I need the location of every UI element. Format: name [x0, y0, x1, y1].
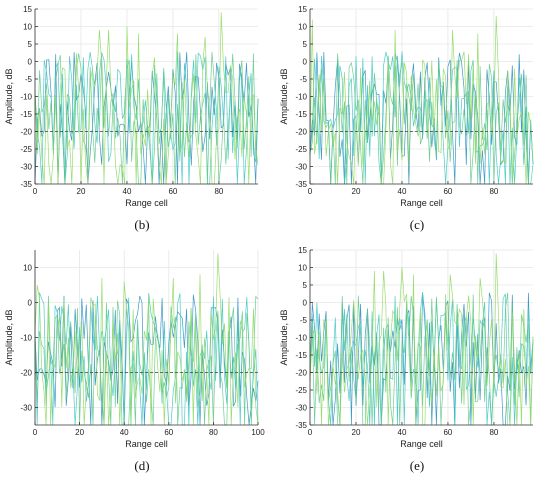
- y-tick-label: -15: [295, 110, 307, 119]
- chart-e-svg: 0 20 40 60 80 -35 -30 -25 -20 -15 -10 -5 0 5 10 15 Range…: [279, 246, 534, 449]
- x-tick-label: 60: [164, 428, 173, 437]
- y-tick-label: -30: [20, 404, 32, 413]
- series-line-4: [34, 253, 259, 426]
- x-tick-label: 60: [443, 187, 452, 196]
- y-tick-label: 5: [303, 40, 308, 49]
- y-tick-label: -20: [295, 128, 307, 137]
- x-tick-label: 20: [352, 187, 361, 196]
- x-tick-label: 0: [33, 428, 38, 437]
- x-axis-label: Range cell: [125, 198, 168, 208]
- y-axis-label: Amplitude, dB: [4, 68, 14, 124]
- x-tick-label: 80: [489, 428, 498, 437]
- y-tick-label: 15: [23, 5, 32, 14]
- y-tick-label: -35: [295, 421, 307, 430]
- panel-label-b: (b): [134, 217, 150, 232]
- series-line-4: [309, 253, 534, 426]
- chart-b-svg: 0 20 40 60 80 -35 -30 -25 -20 -15 -10 -5 0 5 10 15 Range…: [4, 5, 259, 208]
- y-tick-label: 15: [298, 246, 307, 255]
- y-tick-label: 15: [298, 5, 307, 14]
- series-line-3: [34, 51, 259, 185]
- series-line-3: [34, 295, 259, 426]
- x-tick-label: 40: [120, 428, 129, 437]
- series-line-4: [34, 12, 259, 185]
- y-tick-label: -15: [295, 351, 307, 360]
- y-tick-label: 10: [298, 264, 307, 273]
- x-tick-label: 40: [398, 428, 407, 437]
- y-tick-label: -30: [20, 163, 32, 172]
- x-tick-label: 40: [123, 187, 132, 196]
- y-tick-label: -5: [300, 75, 308, 84]
- y-tick-label: 5: [28, 40, 33, 49]
- x-tick-label: 80: [214, 187, 223, 196]
- chart-c-svg: 0 20 40 60 80 -35 -30 -25 -20 -15 -10 -5 0 5 10 15 Range…: [279, 5, 534, 208]
- y-tick-label: -10: [20, 334, 32, 343]
- y-tick-label: 0: [28, 299, 33, 308]
- x-tick-label: 20: [75, 428, 84, 437]
- x-tick-label: 0: [308, 187, 313, 196]
- y-tick-label: 10: [23, 264, 32, 273]
- series-line-1: [309, 51, 534, 185]
- y-tick-label: -5: [300, 316, 308, 325]
- series-line-2: [309, 291, 534, 426]
- y-tick-label: -20: [295, 369, 307, 378]
- x-tick-label: 0: [33, 187, 38, 196]
- x-tick-label: 40: [398, 187, 407, 196]
- x-tick-label: 0: [308, 428, 313, 437]
- y-tick-label: -20: [20, 128, 32, 137]
- x-tick-label: 20: [77, 187, 86, 196]
- series-line-1: [34, 52, 259, 185]
- chart-panel-e: 0 20 40 60 80 -35 -30 -25 -20 -15 -10 -5 0 5 10 15 Range…: [275, 241, 550, 482]
- chart-panel-b: 0 20 40 60 80 -35 -30 -25 -20 -15 -10 -5 0 5 10 15 Range…: [0, 0, 275, 241]
- x-axis-label: Range cell: [400, 439, 443, 449]
- y-tick-label: -35: [20, 180, 32, 189]
- x-tick-label: 80: [209, 428, 218, 437]
- y-tick-label: -10: [20, 93, 32, 102]
- y-tick-label: -10: [295, 334, 307, 343]
- y-tick-label: 0: [28, 58, 33, 67]
- x-tick-label: 20: [352, 428, 361, 437]
- y-tick-label: -20: [20, 369, 32, 378]
- panel-label-c: (c): [409, 217, 425, 232]
- x-tick-label: 80: [489, 187, 498, 196]
- y-tick-label: 10: [23, 23, 32, 32]
- chart-panel-d: 0 20 40 60 80 100 -30 -20 -10 0 10 Range cell Amplit…: [0, 241, 275, 482]
- y-tick-label: -25: [295, 145, 307, 154]
- x-tick-label: 60: [443, 428, 452, 437]
- chart-d-svg: 0 20 40 60 80 100 -30 -20 -10 0 10 Range cell Amplit…: [4, 250, 265, 449]
- y-axis-label: Amplitude, dB: [4, 309, 14, 365]
- y-tick-label: 5: [303, 281, 308, 290]
- series-line-3: [309, 53, 534, 185]
- y-tick-label: -15: [20, 110, 32, 119]
- y-tick-label: -10: [295, 93, 307, 102]
- y-axis-label: Amplitude, dB: [279, 309, 289, 365]
- series-line-2: [34, 292, 259, 426]
- series-line-4: [309, 15, 534, 185]
- y-tick-label: 10: [298, 23, 307, 32]
- y-axis-label: Amplitude, dB: [279, 68, 289, 124]
- panel-label-d: (d): [134, 458, 150, 473]
- y-tick-label: -25: [295, 386, 307, 395]
- x-tick-label: 60: [168, 187, 177, 196]
- y-tick-label: -30: [295, 404, 307, 413]
- x-tick-label: 100: [251, 428, 265, 437]
- y-tick-label: 0: [303, 58, 308, 67]
- y-tick-label: -5: [25, 75, 33, 84]
- x-axis-label: Range cell: [125, 439, 168, 449]
- panel-label-e: (e): [409, 458, 425, 473]
- chart-panel-c: 0 20 40 60 80 -35 -30 -25 -20 -15 -10 -5 0 5 10 15 Range…: [275, 0, 550, 241]
- y-tick-label: -30: [295, 163, 307, 172]
- y-tick-label: 0: [303, 299, 308, 308]
- y-tick-label: -25: [20, 145, 32, 154]
- x-axis-label: Range cell: [400, 198, 443, 208]
- y-tick-label: -35: [295, 180, 307, 189]
